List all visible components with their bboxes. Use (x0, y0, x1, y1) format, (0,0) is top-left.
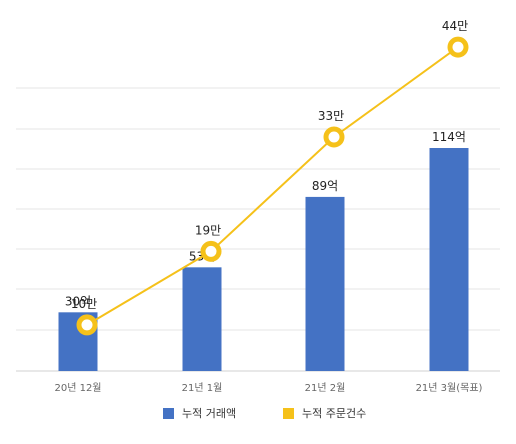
bar-label: 89억 (312, 179, 338, 193)
legend-label-line: 누적 주문건수 (302, 407, 367, 420)
x-tick-label: 21년 3월(목표) (416, 382, 483, 394)
bar (429, 148, 469, 371)
x-tick-label: 21년 2월 (305, 382, 346, 394)
line-series (76, 36, 469, 336)
line-point-label: 19만 (195, 223, 221, 237)
x-tick-label: 21년 1월 (182, 382, 223, 394)
x-axis-tick-labels: 20년 12월 21년 1월 21년 2월 21년 3월(목표) (54, 382, 482, 394)
line-point (447, 36, 469, 58)
line-point-label: 33만 (318, 109, 344, 123)
legend: 누적 거래액 누적 주문건수 (0, 405, 516, 421)
legend-swatch-line (283, 407, 294, 419)
line-point (323, 126, 345, 148)
line-point-label: 10만 (71, 297, 97, 311)
x-tick-label: 20년 12월 (54, 382, 101, 394)
series-line (86, 46, 459, 326)
bar (182, 267, 222, 371)
legend-item-bar: 누적 거래액 (163, 405, 236, 421)
bar-label: 114억 (432, 130, 466, 144)
line-point (200, 240, 222, 262)
bar (305, 196, 345, 371)
legend-label-bar: 누적 거래액 (182, 407, 237, 420)
legend-swatch-bar (163, 407, 174, 419)
line-point (76, 314, 98, 336)
bar-data-labels: 30억53억89억114억 (65, 130, 466, 308)
legend-item-line: 누적 주문건수 (283, 405, 366, 421)
bar-series (58, 148, 469, 371)
line-data-labels: 10만 19만 33만 44만 (71, 19, 468, 311)
bar-label: 30억 (65, 294, 91, 308)
line-point-label: 44만 (442, 19, 468, 33)
